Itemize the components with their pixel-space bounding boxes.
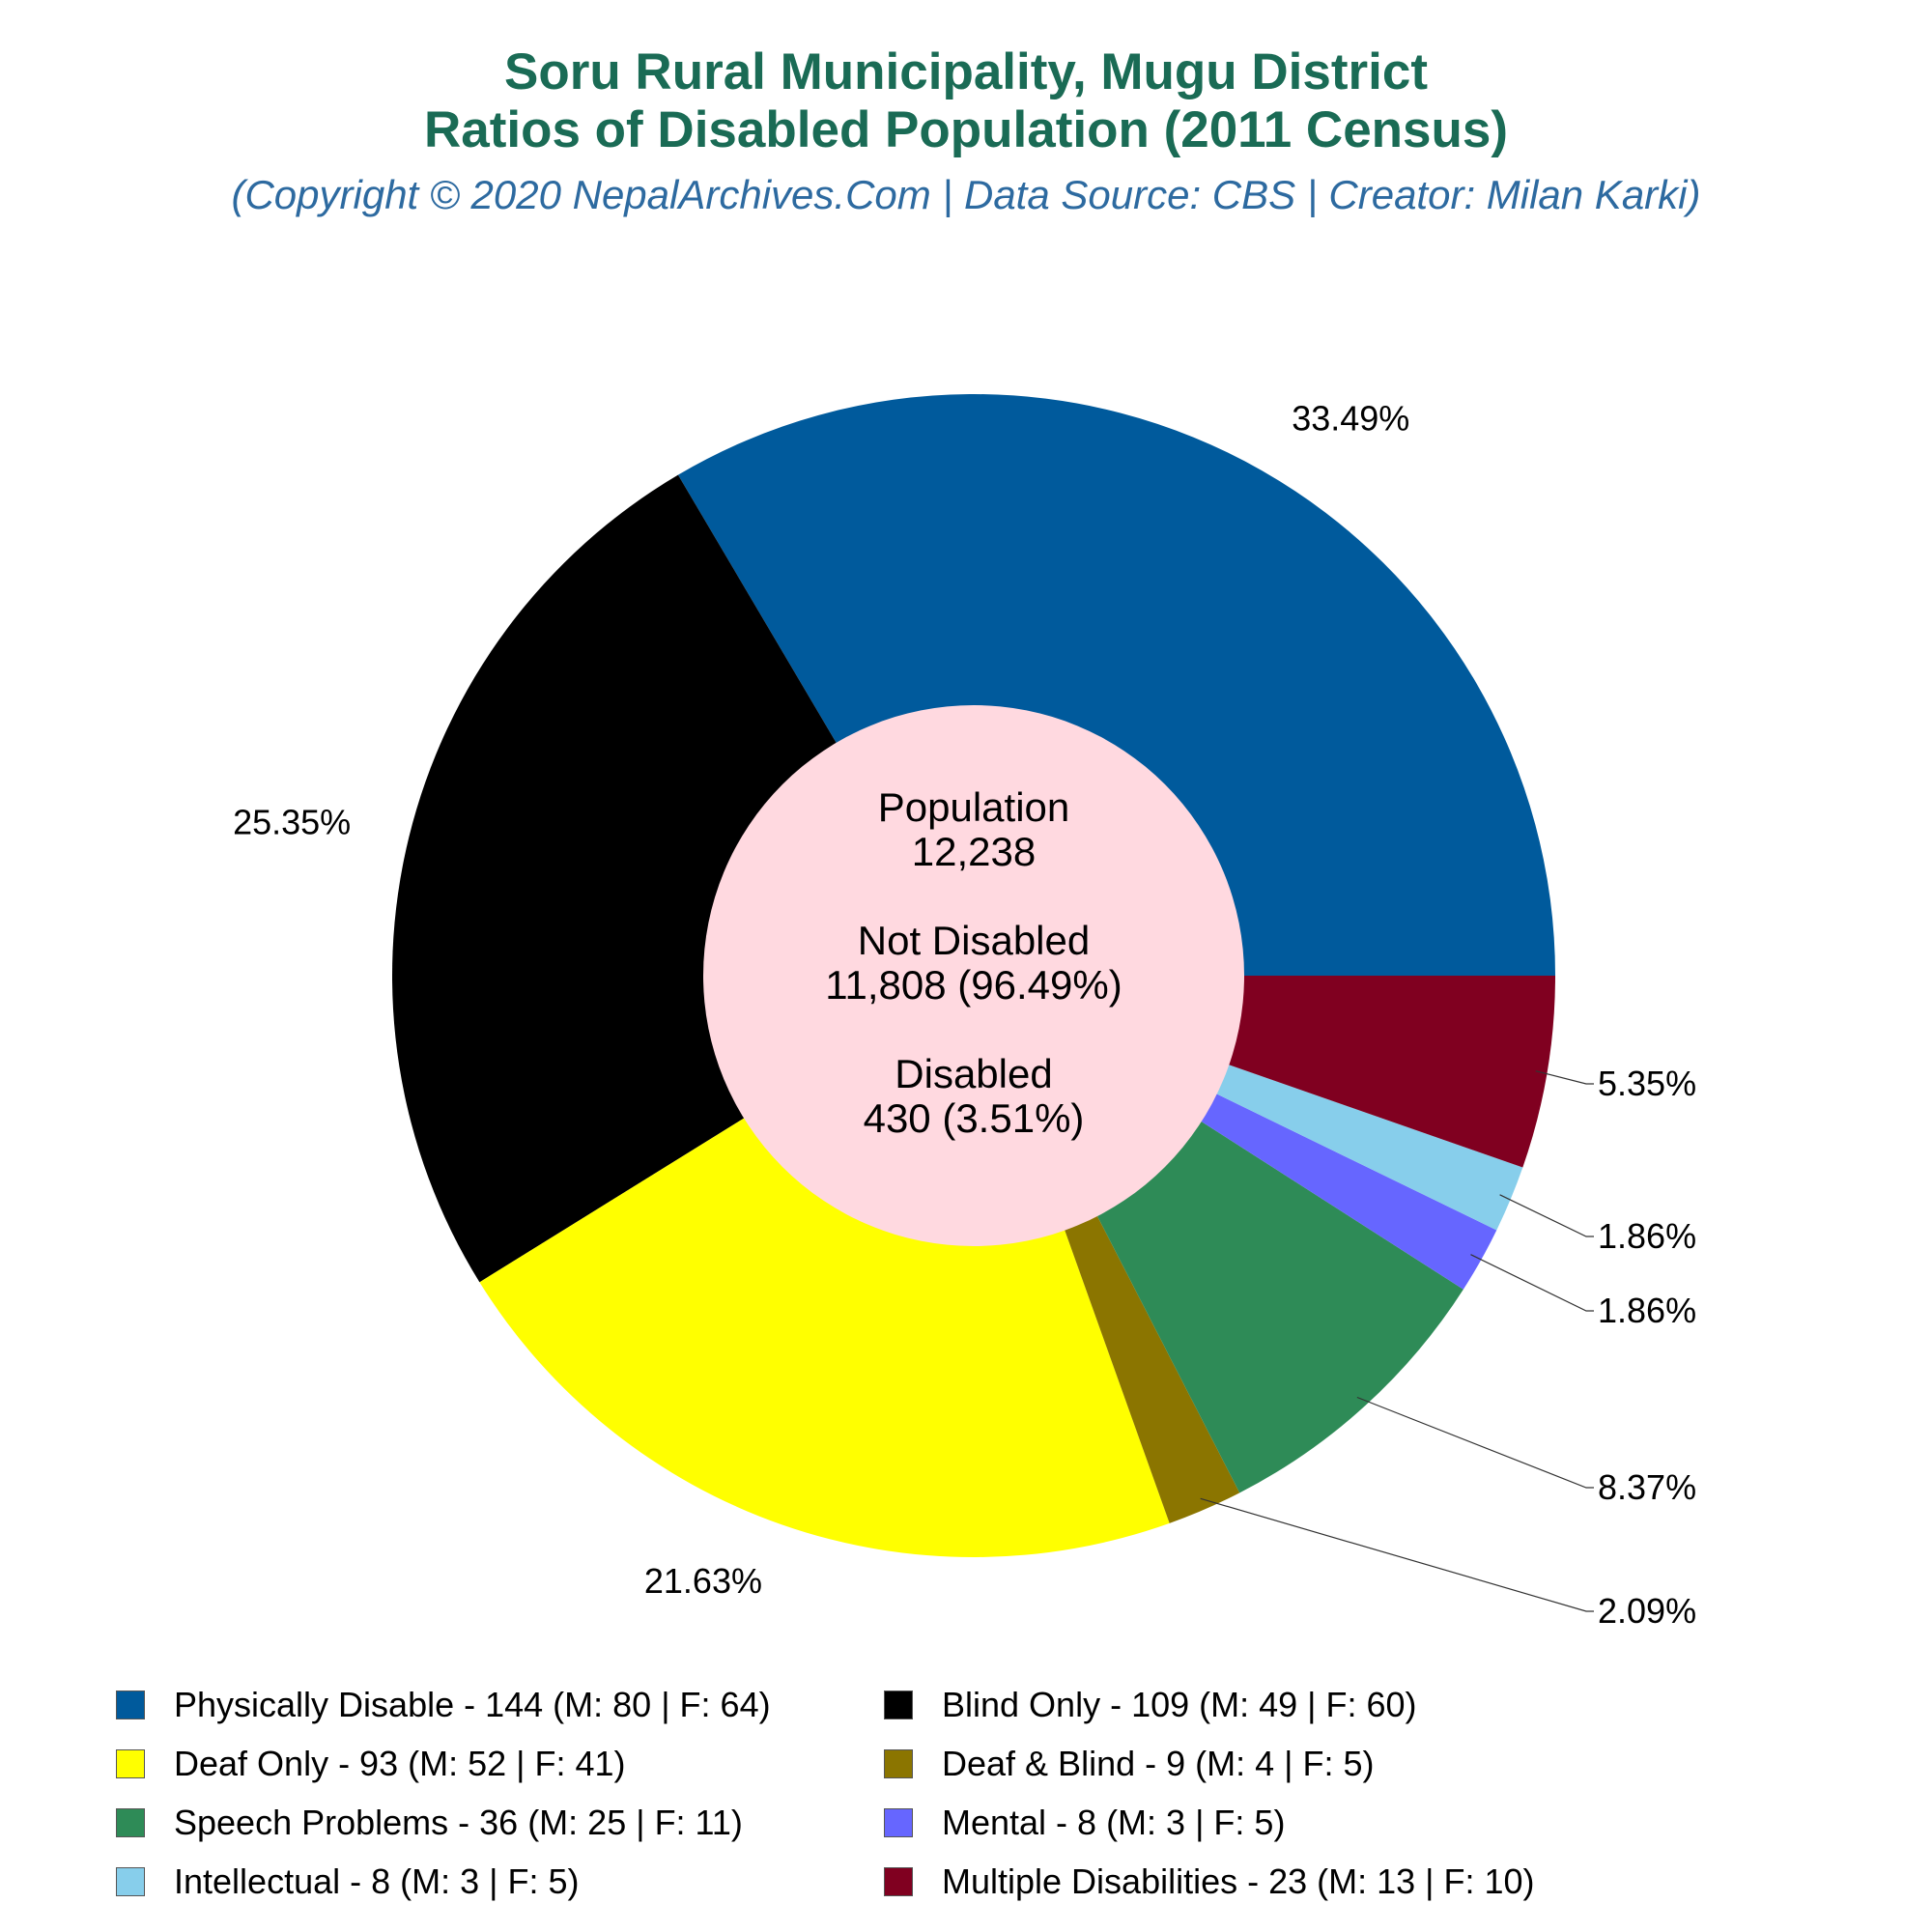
- center-text-3: Not Disabled: [858, 918, 1090, 963]
- legend-swatch: [884, 1749, 913, 1778]
- legend-swatch: [884, 1690, 913, 1719]
- center-text-7: 430 (3.51%): [864, 1095, 1085, 1141]
- legend-item-4: Speech Problems - 36 (M: 25 | F: 11): [116, 1799, 743, 1847]
- center-text-1: 12,238: [912, 829, 1036, 874]
- percent-label-1: 25.35%: [233, 803, 351, 842]
- legend-swatch: [116, 1867, 145, 1896]
- legend-label: Blind Only - 109 (M: 49 | F: 60): [942, 1685, 1417, 1724]
- legend-swatch: [116, 1690, 145, 1719]
- chart-title: Soru Rural Municipality, Mugu District: [503, 43, 1429, 100]
- legend-swatch: [116, 1749, 145, 1778]
- percent-label-3: 2.09%: [1598, 1591, 1696, 1631]
- legend-label: Physically Disable - 144 (M: 80 | F: 64): [174, 1685, 771, 1724]
- leader-line-5: [1470, 1254, 1594, 1312]
- legend-item-2: Deaf Only - 93 (M: 52 | F: 41): [116, 1740, 626, 1788]
- legend-label: Deaf Only - 93 (M: 52 | F: 41): [174, 1744, 626, 1783]
- percent-label-5: 1.86%: [1598, 1291, 1696, 1330]
- chart-credit: (Copyright © 2020 NepalArchives.Com | Da…: [231, 172, 1701, 217]
- percent-label-4: 8.37%: [1598, 1467, 1696, 1507]
- donut-center: [703, 705, 1244, 1246]
- legend-label: Deaf & Blind - 9 (M: 4 | F: 5): [942, 1744, 1375, 1783]
- legend-swatch: [116, 1808, 145, 1837]
- pie-slice-1: [392, 474, 974, 1283]
- center-text-0: Population: [878, 784, 1070, 830]
- legend-item-7: Multiple Disabilities - 23 (M: 13 | F: 1…: [884, 1858, 1535, 1906]
- legend-swatch: [884, 1808, 913, 1837]
- leader-line-6: [1499, 1194, 1594, 1237]
- legend-item-6: Intellectual - 8 (M: 3 | F: 5): [116, 1858, 579, 1906]
- legend-item-0: Physically Disable - 144 (M: 80 | F: 64): [116, 1681, 771, 1729]
- center-text-6: Disabled: [895, 1051, 1052, 1096]
- center-text-4: 11,808 (96.49%): [825, 962, 1122, 1008]
- percent-label-2: 21.63%: [644, 1561, 762, 1601]
- chart-subtitle: Ratios of Disabled Population (2011 Cens…: [423, 101, 1509, 158]
- percent-label-0: 33.49%: [1292, 398, 1409, 438]
- leader-line-7: [1535, 1070, 1594, 1085]
- legend-label: Speech Problems - 36 (M: 25 | F: 11): [174, 1803, 743, 1842]
- legend-item-5: Mental - 8 (M: 3 | F: 5): [884, 1799, 1285, 1847]
- leader-line-4: [1356, 1396, 1594, 1489]
- legend-label: Multiple Disabilities - 23 (M: 13 | F: 1…: [942, 1861, 1535, 1901]
- legend-label: Mental - 8 (M: 3 | F: 5): [942, 1803, 1286, 1842]
- percent-label-7: 5.35%: [1598, 1064, 1696, 1103]
- legend-item-3: Deaf & Blind - 9 (M: 4 | F: 5): [884, 1740, 1375, 1788]
- legend-swatch: [884, 1867, 913, 1896]
- leader-line-3: [1200, 1497, 1594, 1612]
- percent-label-6: 1.86%: [1598, 1216, 1696, 1256]
- legend-item-1: Blind Only - 109 (M: 49 | F: 60): [884, 1681, 1417, 1729]
- legend-label: Intellectual - 8 (M: 3 | F: 5): [174, 1861, 580, 1901]
